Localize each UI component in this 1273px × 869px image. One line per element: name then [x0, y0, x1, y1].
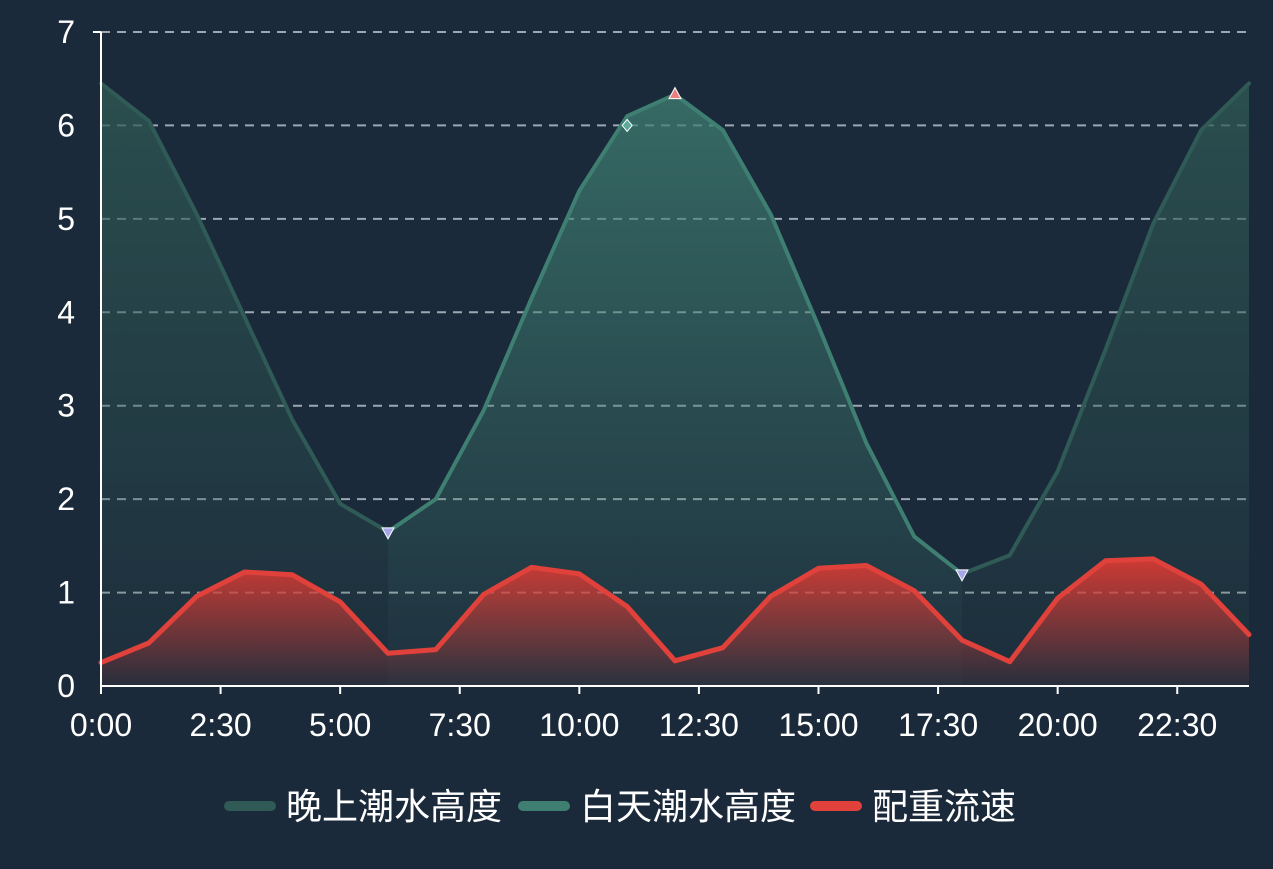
y-tick-label-1: 1: [57, 575, 75, 611]
y-tick-label-4: 4: [57, 294, 75, 330]
x-tick-label-8: 20:00: [1018, 707, 1098, 743]
x-tick-label-3: 7:30: [429, 707, 491, 743]
legend-swatch-0: [224, 801, 276, 811]
legend-swatch-1: [518, 801, 570, 811]
x-tick-label-9: 22:30: [1137, 707, 1217, 743]
y-tick-label-6: 6: [57, 107, 75, 143]
y-tick-label-5: 5: [57, 201, 75, 237]
marker-triangle-up-0: [669, 88, 681, 99]
x-tick-label-4: 10:00: [539, 707, 619, 743]
legend-swatch-2: [810, 801, 862, 811]
y-tick-label-0: 0: [57, 668, 75, 704]
x-tick-label-6: 15:00: [778, 707, 858, 743]
x-tick-label-0: 0:00: [70, 707, 132, 743]
legend[interactable]: 晚上潮水高度 白天潮水高度 配重流速: [224, 786, 1016, 827]
legend-label-0: 晚上潮水高度: [286, 786, 502, 827]
x-tick-label-5: 12:30: [659, 707, 739, 743]
x-tick-label-7: 17:30: [898, 707, 978, 743]
x-tick-label-2: 5:00: [309, 707, 371, 743]
y-tick-label-7: 7: [57, 14, 75, 50]
y-tick-label-2: 2: [57, 481, 75, 517]
y-tick-label-3: 3: [57, 388, 75, 424]
series-areas: [101, 83, 1249, 686]
x-tick-label-1: 2:30: [189, 707, 251, 743]
legend-label-1: 白天潮水高度: [580, 786, 796, 827]
legend-label-2: 配重流速: [872, 786, 1016, 827]
